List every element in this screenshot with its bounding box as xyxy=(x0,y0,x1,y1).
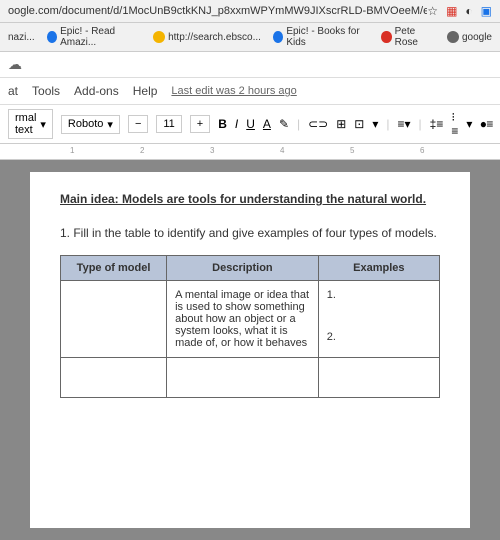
cloud-icon[interactable]: ☁ xyxy=(8,56,22,72)
menu-addons[interactable]: Add-ons xyxy=(74,84,119,98)
models-table: Type of model Description Examples A men… xyxy=(60,255,440,398)
font-size[interactable]: 11 xyxy=(156,115,181,133)
type-cell[interactable] xyxy=(61,358,167,398)
style-dropdown[interactable]: rmal text ▾ xyxy=(8,109,53,139)
main-idea-heading: Main idea: Models are tools for understa… xyxy=(60,192,440,206)
star-icon[interactable]: ☆ xyxy=(427,4,438,18)
url-icons: ☆ ▦ ◐ ▣ xyxy=(427,4,492,18)
bookmarks-bar: nazi... Epic! - Read Amazi... http://sea… xyxy=(0,23,500,52)
toolbar: rmal text ▾ Roboto ▾ − 11 + B I U A ✎ | … xyxy=(0,105,500,144)
bookmark-item[interactable]: Pete Rose xyxy=(381,26,435,48)
bold-button[interactable]: B xyxy=(218,117,227,131)
bookmark-item[interactable]: http://search.ebsco... xyxy=(153,31,261,43)
bookmark-item[interactable]: Epic! - Books for Kids xyxy=(273,26,369,48)
font-size-minus[interactable]: − xyxy=(128,115,148,133)
align-button[interactable]: ≡▾ xyxy=(398,117,411,131)
epic-icon xyxy=(47,31,57,43)
ext-icon-3[interactable]: ▣ xyxy=(481,4,492,18)
google-icon xyxy=(447,31,459,43)
font-size-plus[interactable]: + xyxy=(190,115,210,133)
comment-button[interactable]: ⊞ xyxy=(336,117,346,131)
menu-help[interactable]: Help xyxy=(133,84,158,98)
question-text: 1. Fill in the table to identify and giv… xyxy=(60,226,440,240)
bullet-list-button[interactable]: ⦁≡ xyxy=(480,117,493,132)
epic-icon xyxy=(273,31,283,43)
app-bar: ☁ xyxy=(0,52,500,78)
example-2: 2. xyxy=(327,331,431,343)
bookmark-label: google xyxy=(462,32,492,43)
italic-button[interactable]: I xyxy=(235,117,238,131)
menu-bar: at Tools Add-ons Help Last edit was 2 ho… xyxy=(0,78,500,105)
list-button[interactable]: ⁝≡ xyxy=(451,110,458,138)
description-cell[interactable]: A mental image or idea that is used to s… xyxy=(167,281,319,358)
url-bar: oogle.com/document/d/1MocUnB9ctkKNJ_p8xx… xyxy=(0,0,500,23)
bookmark-label: http://search.ebsco... xyxy=(168,32,261,43)
ruler: 1 2 3 4 5 6 xyxy=(0,144,500,160)
type-cell[interactable] xyxy=(61,281,167,358)
bookmark-label: Pete Rose xyxy=(395,26,435,48)
bookmark-item[interactable]: nazi... xyxy=(8,32,35,43)
table-row xyxy=(61,358,440,398)
chevron-down-icon: ▾ xyxy=(40,118,46,131)
url-text[interactable]: oogle.com/document/d/1MocUnB9ctkKNJ_p8xx… xyxy=(8,5,427,17)
examples-cell[interactable]: 1. 2. xyxy=(318,281,439,358)
table-header-row: Type of model Description Examples xyxy=(61,256,440,281)
text-color-button[interactable]: A xyxy=(263,117,271,131)
dropdown-icon[interactable]: ▾ xyxy=(466,117,472,131)
ebsco-icon xyxy=(153,31,165,43)
image-button[interactable]: ⊡ xyxy=(354,117,364,131)
document-area: Main idea: Models are tools for understa… xyxy=(0,160,500,540)
format-icons: B I U A ✎ | ⊂⊃ ⊞ ⊡ ▾ | ≡▾ | ‡≡ ⁝≡ ▾ ⦁≡ xyxy=(218,110,493,138)
menu-tools[interactable]: Tools xyxy=(32,84,60,98)
last-edit-text[interactable]: Last edit was 2 hours ago xyxy=(171,85,296,97)
ext-icon-1[interactable]: ▦ xyxy=(446,4,457,18)
examples-cell[interactable] xyxy=(318,358,439,398)
bookmark-label: Epic! - Read Amazi... xyxy=(60,26,141,48)
bookmark-item[interactable]: google xyxy=(447,31,492,43)
col-examples: Examples xyxy=(318,256,439,281)
description-cell[interactable] xyxy=(167,358,319,398)
bookmark-label: nazi... xyxy=(8,32,35,43)
chevron-down-icon: ▾ xyxy=(107,118,113,131)
page[interactable]: Main idea: Models are tools for understa… xyxy=(30,172,470,528)
col-description: Description xyxy=(167,256,319,281)
table-row: A mental image or idea that is used to s… xyxy=(61,281,440,358)
font-dropdown[interactable]: Roboto ▾ xyxy=(61,115,120,134)
link-button[interactable]: ⊂⊃ xyxy=(308,117,328,131)
pete-icon xyxy=(381,31,391,43)
bookmark-label: Epic! - Books for Kids xyxy=(286,26,369,48)
col-type: Type of model xyxy=(61,256,167,281)
menu-format[interactable]: at xyxy=(8,84,18,98)
highlight-button[interactable]: ✎ xyxy=(279,117,289,131)
ext-icon-2[interactable]: ◐ xyxy=(465,4,472,18)
bookmark-item[interactable]: Epic! - Read Amazi... xyxy=(47,26,141,48)
line-spacing-button[interactable]: ‡≡ xyxy=(430,117,444,131)
underline-button[interactable]: U xyxy=(246,117,255,131)
dropdown-icon[interactable]: ▾ xyxy=(372,117,378,131)
example-1: 1. xyxy=(327,289,431,301)
